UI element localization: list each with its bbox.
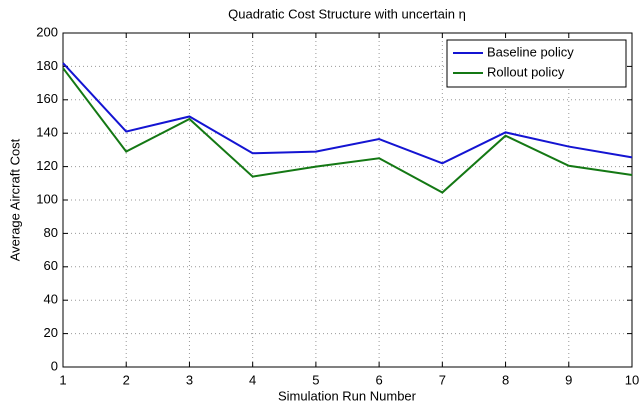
y-tick-label: 60 xyxy=(44,258,58,273)
y-tick-label: 160 xyxy=(36,91,58,106)
y-tick-label: 40 xyxy=(44,292,58,307)
x-tick-label: 2 xyxy=(123,372,130,387)
x-tick-label: 1 xyxy=(59,372,66,387)
y-tick-label: 20 xyxy=(44,325,58,340)
x-tick-label: 4 xyxy=(249,372,256,387)
y-tick-label: 200 xyxy=(36,24,58,39)
line-series xyxy=(62,67,633,194)
plot-frame xyxy=(62,32,633,368)
y-axis-label: Average Aircraft Cost xyxy=(7,138,22,261)
legend-label: Baseline policy xyxy=(487,44,574,59)
legend-box xyxy=(446,39,627,88)
x-tick-label: 10 xyxy=(625,372,639,387)
x-tick-label: 5 xyxy=(312,372,319,387)
x-tick-label: 6 xyxy=(375,372,382,387)
y-tick-label: 120 xyxy=(36,158,58,173)
y-tick-label: 80 xyxy=(44,225,58,240)
x-axis-label: Simulation Run Number xyxy=(278,388,417,403)
x-tick-label: 7 xyxy=(439,372,446,387)
y-tick-label: 180 xyxy=(36,58,58,73)
y-tick-label: 140 xyxy=(36,125,58,140)
x-tick-label: 8 xyxy=(502,372,509,387)
y-tick-label: 100 xyxy=(36,191,58,206)
y-tick-label: 0 xyxy=(51,358,58,373)
legend-label: Rollout policy xyxy=(487,64,565,79)
line-series xyxy=(62,62,633,165)
chart-title: Quadratic Cost Structure with uncertain … xyxy=(228,6,466,21)
x-tick-label: 9 xyxy=(565,372,572,387)
x-tick-label: 3 xyxy=(186,372,193,387)
